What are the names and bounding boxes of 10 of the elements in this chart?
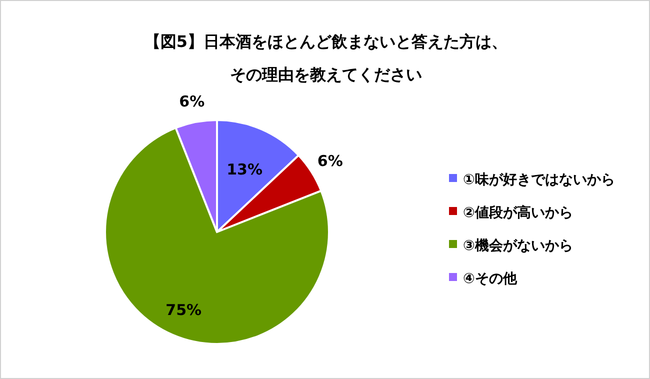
data-label: 75%: [166, 301, 202, 320]
chart-title: 【図5】日本酒をほとんど飲まないと答えた方は、: [144, 32, 508, 51]
legend-label: ①味が好きではないから: [463, 172, 615, 188]
legend-label: ③機会がないから: [463, 238, 573, 254]
data-label: 6%: [179, 92, 205, 110]
data-label: 13%: [226, 160, 263, 178]
legend-label: ②値段が高いから: [463, 204, 573, 221]
legend-label: ④その他: [463, 271, 518, 287]
chart-subtitle: その理由を教えてください: [230, 65, 422, 84]
data-label: 6%: [317, 152, 343, 170]
